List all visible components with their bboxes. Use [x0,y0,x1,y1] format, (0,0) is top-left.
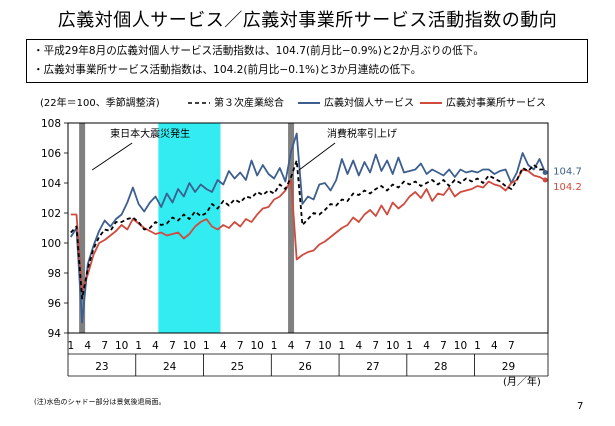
y-tick-label: 94 [48,328,62,340]
x-month-label: 4 [220,340,227,352]
x-month-label: 10 [183,340,196,352]
series-line-0 [70,159,546,300]
x-month-label: 7 [508,340,515,352]
x-month-label: 4 [355,340,362,352]
x-year-label: 23 [95,361,108,373]
y-tick-label: 106 [41,148,61,160]
summary-line-business: ・広義対事業所サービス活動指数は、104.2(前月比−0.1%)と3か月連続の低… [33,64,422,76]
plot-frame [67,122,549,334]
x-year-label: 25 [231,361,244,373]
chart-axes [67,122,549,377]
y-tick-label: 96 [48,298,62,310]
footnote: (注)水色のシャドー部分は景気後退局面。 [34,398,166,406]
series-end-marker [542,170,548,175]
legend-label-personal: 広義対個人サービス [324,96,414,109]
y-tick-label: 100 [41,238,61,250]
x-month-label: 7 [237,340,244,352]
annotation-earthquake: 東日本大震災発生 [110,127,190,140]
series-end-marker [542,177,548,183]
page-title: 広義対個人サービス／広義対事業所サービス活動指数の動向 [57,10,558,31]
end-label-business: 104.2 [553,182,582,193]
x-month-label: 10 [250,340,263,352]
page-number: 7 [577,401,584,412]
x-year-label: 28 [434,361,447,373]
end-label-personal: 104.7 [553,167,582,178]
x-month-label: 1 [339,340,346,352]
y-tick-label: 102 [41,208,61,220]
event-bar-tax [288,123,295,333]
series-line-2 [70,168,546,292]
chart-lines [70,132,548,324]
annotation-arrow-earthquake [91,142,133,171]
y-tick-label: 98 [48,268,61,280]
x-month-label: 4 [84,340,91,352]
series-line-1 [70,132,547,324]
summary-box: ・平成29年8月の広義対個人サービス活動指数は、104.7(前月比−0.9%)と… [26,39,588,83]
y-tick-label: 108 [41,118,61,130]
x-year-label: 29 [502,361,515,373]
annotation-arrow-tax [298,142,336,171]
x-month-label: 1 [203,340,210,352]
x-month-label: 4 [288,340,295,352]
summary-line-personal: ・平成29年8月の広義対個人サービス活動指数は、104.7(前月比−0.9%)と… [33,45,484,57]
event-bar-earthquake [79,123,86,333]
x-month-label: 4 [423,340,430,352]
x-month-label: 1 [474,340,481,352]
x-month-label: 7 [101,340,108,352]
x-month-label: 10 [115,340,128,352]
chart-legend: (22年＝100、季節調整済) 第３次産業総合 広義対個人サービス 広義対事業所… [40,96,546,109]
x-month-label: 10 [454,340,467,352]
legend-label-business: 広義対事業所サービス [446,96,546,109]
annotation-tax: 消費税率引上げ [327,127,397,140]
x-month-label: 1 [135,340,142,352]
x-month-label: 10 [318,340,331,352]
x-month-label: 7 [305,340,312,352]
x-month-label: 7 [372,340,379,352]
x-unit-label: (月／年) [503,375,541,388]
index-note: (22年＝100、季節調整済) [40,96,160,109]
x-month-label: 10 [386,340,399,352]
x-year-label: 24 [163,361,177,373]
x-year-label: 27 [366,361,379,373]
x-month-label: 7 [440,340,447,352]
legend-label-total: 第３次産業総合 [214,96,284,109]
y-tick-label: 104 [41,178,61,190]
recession-shade [158,123,221,333]
x-month-label: 4 [152,340,159,352]
x-month-label: 4 [491,340,498,352]
x-month-label: 1 [67,340,74,352]
x-month-label: 1 [406,340,413,352]
x-year-label: 26 [298,361,312,373]
x-month-label: 7 [169,340,176,352]
x-month-label: 1 [271,340,278,352]
